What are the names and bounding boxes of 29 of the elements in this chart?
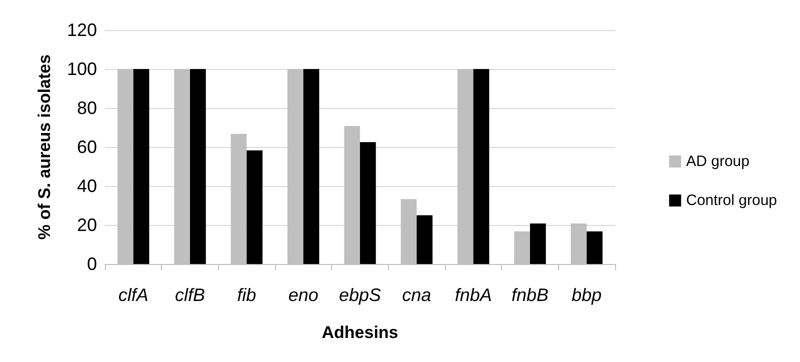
y-tick-label: 0 <box>86 254 97 274</box>
x-tick-label: eno <box>288 285 318 305</box>
y-tick-label: 80 <box>76 98 97 118</box>
y-tick-label: 40 <box>76 176 97 196</box>
bar <box>246 150 263 264</box>
y-tick-label: 20 <box>76 215 97 235</box>
bar <box>190 69 206 264</box>
y-tick-label: 100 <box>66 59 97 79</box>
bar <box>530 223 546 264</box>
legend-label: AD group <box>686 153 750 170</box>
bar <box>416 215 433 264</box>
bar <box>473 69 490 264</box>
x-tick-label: fnbB <box>511 285 549 305</box>
x-tick-label: fib <box>237 285 256 305</box>
bar <box>303 69 320 264</box>
x-tick-label: cna <box>402 285 432 305</box>
bar <box>586 231 603 264</box>
x-tick-label: bbp <box>572 285 602 305</box>
x-tick-label: clfA <box>118 285 148 305</box>
x-tick-label: ebpS <box>338 285 382 305</box>
y-tick-label: 120 <box>66 20 97 40</box>
x-tick-label: fnbA <box>454 285 492 305</box>
y-axis-title: % of S. aureus isolates <box>35 54 54 240</box>
x-axis-title: Adhesins <box>322 323 398 342</box>
x-tick-label: clfB <box>174 285 206 305</box>
legend-label: Control group <box>686 192 778 209</box>
y-tick-label: 60 <box>76 137 97 157</box>
bar <box>133 69 150 264</box>
bar <box>360 142 376 264</box>
